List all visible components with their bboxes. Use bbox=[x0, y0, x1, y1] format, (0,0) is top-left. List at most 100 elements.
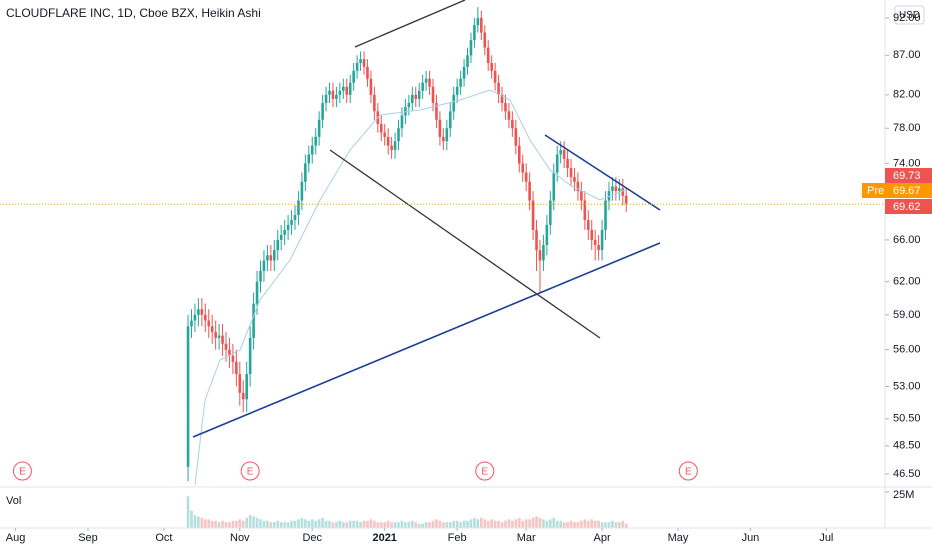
volume-bar bbox=[542, 519, 545, 528]
volume-bar bbox=[290, 520, 293, 528]
currency: USD bbox=[899, 10, 920, 21]
volume-bar bbox=[590, 519, 594, 528]
volume-bar bbox=[452, 520, 456, 528]
candle-body bbox=[407, 103, 411, 108]
candle-body bbox=[397, 128, 400, 142]
volume-bar bbox=[480, 517, 483, 528]
candle-body bbox=[517, 145, 521, 164]
volume-bar bbox=[203, 519, 207, 528]
earnings-marker bbox=[240, 461, 260, 481]
volume-bar bbox=[272, 522, 276, 528]
candle-body bbox=[604, 200, 607, 230]
volume-bar bbox=[435, 519, 438, 528]
candle-body bbox=[300, 181, 304, 201]
candle-body bbox=[507, 111, 511, 120]
volume-bar bbox=[248, 515, 252, 528]
volume-bar bbox=[348, 520, 352, 528]
volume-bar bbox=[580, 520, 583, 528]
candle-body bbox=[580, 191, 583, 201]
candle-body bbox=[238, 374, 242, 393]
volume-bar bbox=[397, 522, 400, 528]
volume-bar bbox=[521, 520, 525, 528]
volume-bar bbox=[207, 519, 211, 528]
volume-bar bbox=[428, 522, 431, 528]
volume-bar bbox=[500, 522, 504, 528]
candle-body bbox=[310, 145, 314, 155]
candle-body bbox=[328, 90, 331, 95]
volume-bar bbox=[621, 520, 625, 528]
volume-bar bbox=[231, 520, 235, 528]
earnings-marker bbox=[678, 461, 698, 481]
volume-bar bbox=[266, 520, 269, 528]
candle-body bbox=[459, 78, 462, 87]
candle-body bbox=[262, 260, 266, 272]
volume-bar bbox=[224, 522, 228, 528]
volume-bar bbox=[442, 522, 445, 528]
earnings-label: E bbox=[481, 467, 488, 478]
candle-body bbox=[521, 163, 525, 173]
volume-bar bbox=[618, 522, 621, 528]
volume-bar bbox=[493, 520, 497, 528]
x-tick-label: Nov bbox=[230, 532, 250, 544]
volume-bar bbox=[497, 520, 500, 528]
y-tick-label: 48.50 bbox=[893, 440, 921, 452]
candle-body bbox=[442, 136, 445, 142]
volume-bar bbox=[604, 522, 607, 528]
volume-bar bbox=[407, 522, 411, 528]
volume-bar bbox=[310, 519, 314, 528]
candle-body bbox=[193, 314, 197, 321]
candle-body bbox=[224, 343, 228, 350]
volume-bar bbox=[328, 520, 331, 528]
candle-body bbox=[614, 186, 618, 192]
candle-body bbox=[186, 326, 190, 467]
candle-body bbox=[210, 326, 214, 333]
volume-bar bbox=[504, 520, 507, 528]
candle-body bbox=[583, 200, 587, 220]
volume-bar bbox=[255, 517, 259, 528]
chart-title: CLOUDFLARE INC, 1D, Cboe BZX, Heikin Ash… bbox=[6, 6, 261, 20]
y-tick-label: 66.00 bbox=[893, 234, 921, 246]
candle-body bbox=[207, 320, 211, 327]
volume-bar bbox=[455, 520, 459, 528]
volume-bar bbox=[304, 519, 307, 528]
candle-body bbox=[200, 309, 204, 315]
candle-body bbox=[493, 70, 497, 83]
volume-bar bbox=[228, 522, 231, 528]
volume-bar bbox=[335, 522, 338, 528]
trend-line bbox=[354, 0, 466, 48]
candle-body bbox=[559, 150, 562, 155]
candle-body bbox=[359, 59, 362, 63]
volume-bar bbox=[245, 517, 248, 528]
candle-body bbox=[214, 332, 217, 338]
volume-bar bbox=[286, 522, 290, 528]
candle-body bbox=[455, 86, 459, 95]
volume-bar bbox=[386, 520, 390, 528]
volume-bar bbox=[200, 517, 204, 528]
volume-bar bbox=[235, 520, 238, 528]
volume-bar bbox=[538, 517, 542, 528]
candle-body bbox=[331, 90, 335, 99]
earnings-label: E bbox=[685, 467, 692, 478]
candle-body bbox=[400, 115, 404, 129]
candle-body bbox=[390, 145, 393, 151]
candle-body bbox=[500, 94, 504, 104]
earnings-marker bbox=[475, 461, 495, 481]
candle-body bbox=[304, 163, 307, 182]
candle-body bbox=[276, 239, 280, 251]
volume-bar bbox=[421, 523, 424, 528]
volume-bar bbox=[383, 522, 387, 528]
candle-body bbox=[266, 255, 269, 261]
candle-body bbox=[290, 219, 293, 225]
candle-body bbox=[269, 255, 273, 261]
volume-bar bbox=[566, 522, 569, 528]
currency-box[interactable] bbox=[894, 5, 925, 25]
y-tick-label: 62.00 bbox=[893, 276, 921, 288]
candle-body bbox=[373, 94, 376, 112]
candle-body bbox=[552, 172, 556, 201]
volume-bar bbox=[459, 522, 462, 528]
candle-body bbox=[383, 132, 387, 137]
volume-bar bbox=[252, 516, 255, 528]
candle-body bbox=[342, 86, 345, 91]
candle-body bbox=[504, 103, 507, 112]
